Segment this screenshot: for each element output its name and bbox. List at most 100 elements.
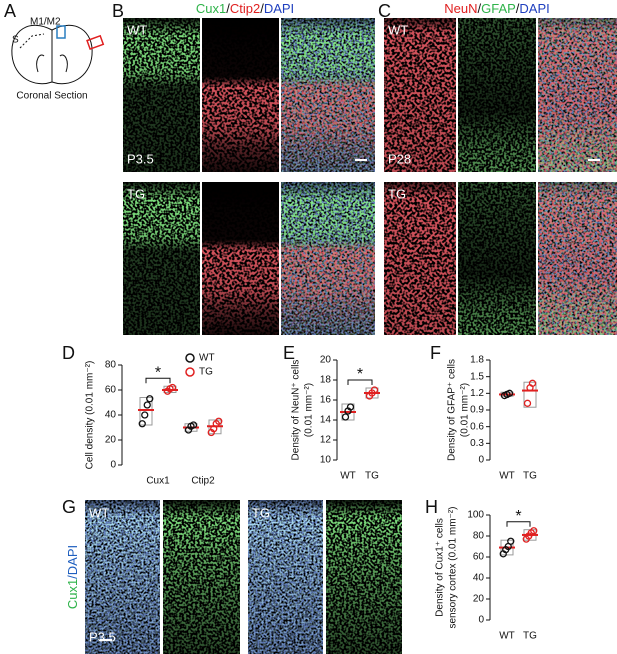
stain-layer bbox=[281, 18, 375, 172]
data-point bbox=[505, 389, 514, 397]
stain-part: Ctip2 bbox=[230, 1, 260, 16]
stain-part: GFAP bbox=[481, 1, 516, 16]
stain-layer bbox=[281, 182, 375, 335]
significance-label: * bbox=[155, 364, 161, 381]
genotype-label: TG bbox=[388, 186, 406, 201]
stain-part: Cux1 bbox=[196, 1, 226, 16]
stain-title: NeuN/GFAP/DAPI bbox=[444, 1, 550, 16]
stain-part: Cux1 bbox=[65, 579, 80, 609]
y-tick-label: 80 bbox=[473, 531, 485, 542]
y-tick-label: 1.8 bbox=[470, 355, 484, 366]
age-label: P3.5 bbox=[127, 151, 154, 166]
x-tick-label: Ctip2 bbox=[191, 476, 215, 487]
data-point bbox=[141, 411, 149, 419]
data-point bbox=[341, 413, 350, 421]
x-tick-label: TG bbox=[523, 631, 537, 642]
stain-layer bbox=[384, 18, 456, 172]
panel-letter: B bbox=[112, 1, 124, 21]
data-point bbox=[215, 417, 223, 425]
y-axis-label: (0.01 mm⁻²) bbox=[460, 383, 471, 437]
panel-letter: A bbox=[4, 1, 16, 21]
y-axis-label: Density of GFAP⁺ cells bbox=[447, 359, 458, 461]
genotype-label: WT bbox=[89, 505, 109, 520]
y-tick-label: 1.5 bbox=[470, 371, 484, 382]
y-tick-label: 12 bbox=[320, 435, 332, 446]
stain-layer bbox=[326, 500, 402, 654]
y-tick-label: 60 bbox=[473, 552, 485, 563]
stain-layer bbox=[384, 182, 456, 335]
data-point bbox=[528, 379, 537, 387]
stain-layer bbox=[248, 500, 323, 654]
stain-part: /DAPI bbox=[65, 545, 80, 579]
stain-layer bbox=[202, 182, 279, 335]
y-tick-label: 20 bbox=[473, 594, 485, 605]
significance-label: * bbox=[515, 508, 521, 525]
panel-letter: G bbox=[62, 497, 76, 517]
stain-part: DAPI bbox=[519, 1, 549, 16]
stain-layer bbox=[123, 182, 200, 335]
legend-label: TG bbox=[199, 367, 213, 378]
y-tick-label: 10 bbox=[320, 455, 332, 466]
y-tick-label: 0 bbox=[478, 455, 484, 466]
y-tick-label: 0.6 bbox=[470, 421, 484, 432]
legend-label: WT bbox=[199, 353, 215, 364]
data-point bbox=[168, 383, 177, 392]
stain-layer bbox=[458, 182, 536, 335]
brain-schematic bbox=[11, 24, 105, 85]
stain-title: Cux1/Ctip2/DAPI bbox=[196, 1, 294, 16]
y-axis-label: Density of Cux1⁺ cells bbox=[435, 518, 446, 617]
genotype-label: TG bbox=[252, 505, 270, 520]
y-tick-label: 0 bbox=[478, 615, 484, 626]
stain-layer bbox=[163, 500, 240, 654]
y-tick-label: 14 bbox=[320, 415, 332, 426]
stain-layer bbox=[85, 500, 160, 654]
y-tick-label: 0.3 bbox=[470, 438, 484, 449]
stain-part: / bbox=[260, 1, 264, 16]
y-tick-label: 0 bbox=[110, 460, 116, 471]
y-axis-label: sensory cortex (0.01 mm⁻²) bbox=[448, 507, 459, 629]
data-point bbox=[370, 386, 379, 394]
y-tick-label: 40 bbox=[105, 410, 117, 421]
y-tick-label: 20 bbox=[105, 435, 117, 446]
x-tick-label: WT bbox=[499, 631, 515, 642]
stain-title: Cux1/DAPI bbox=[65, 545, 80, 609]
panel-letter: C bbox=[378, 1, 391, 21]
legend-marker bbox=[185, 353, 195, 363]
stain-part: / bbox=[226, 1, 230, 16]
genotype-label: WT bbox=[388, 22, 408, 37]
data-point bbox=[507, 537, 515, 545]
genotype-label: WT bbox=[127, 22, 147, 37]
data-point bbox=[523, 399, 532, 407]
data-point bbox=[138, 420, 146, 428]
y-tick-label: 20 bbox=[320, 355, 332, 366]
y-axis-label: Cell density (0.01 mm⁻²) bbox=[85, 361, 96, 470]
stain-layer bbox=[202, 18, 279, 172]
x-tick-label: TG bbox=[365, 471, 379, 482]
x-tick-label: WT bbox=[340, 471, 356, 482]
panel-letter: H bbox=[425, 497, 438, 517]
y-axis-label: (0.01 mm⁻²) bbox=[304, 383, 315, 437]
y-tick-label: 40 bbox=[473, 573, 485, 584]
data-point bbox=[530, 527, 538, 535]
legend-marker bbox=[185, 367, 195, 377]
y-axis-label: Density of NeuN⁺ cells bbox=[291, 360, 302, 461]
panel-letter: E bbox=[283, 343, 295, 363]
data-point bbox=[189, 421, 198, 429]
significance-bracket bbox=[347, 379, 373, 385]
stain-part: / bbox=[516, 1, 520, 16]
data-point bbox=[143, 401, 151, 409]
y-tick-label: 0.9 bbox=[470, 405, 484, 416]
genotype-label: TG bbox=[127, 186, 145, 201]
panel-letter: F bbox=[430, 343, 441, 363]
y-tick-label: 80 bbox=[105, 360, 117, 371]
stain-layer bbox=[538, 18, 617, 172]
stain-part: / bbox=[477, 1, 481, 16]
x-tick-label: TG bbox=[523, 471, 537, 482]
significance-bracket bbox=[506, 521, 531, 527]
y-tick-label: 18 bbox=[320, 375, 332, 386]
data-point bbox=[346, 403, 355, 411]
y-tick-label: 60 bbox=[105, 385, 117, 396]
panel-letter: D bbox=[62, 343, 75, 363]
significance-label: * bbox=[357, 366, 363, 383]
